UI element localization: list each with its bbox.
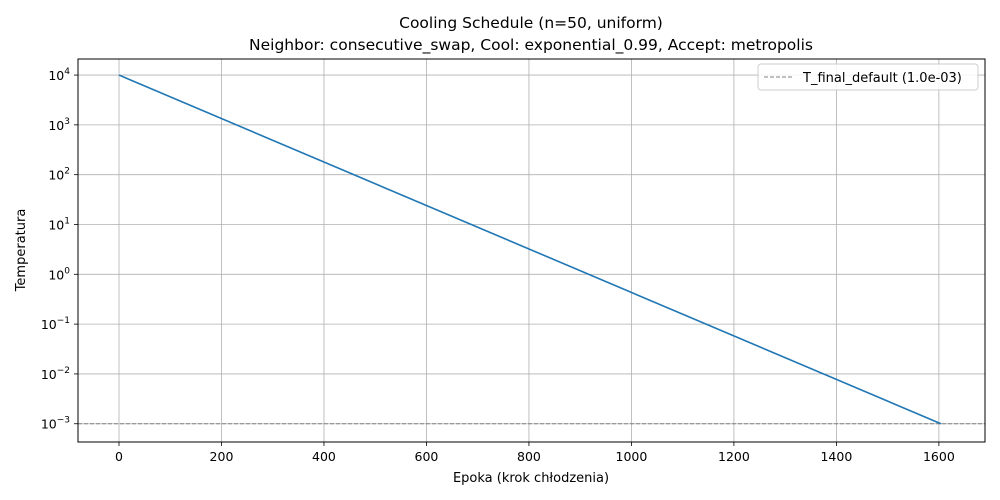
series-group — [118, 74, 942, 425]
y-tick-label: 10−2 — [41, 366, 70, 382]
x-tick-label: 600 — [415, 449, 439, 464]
y-tick-label: 10−3 — [41, 416, 70, 432]
chart-subtitle: Neighbor: consecutive_swap, Cool: expone… — [249, 36, 813, 55]
y-tick-label: 102 — [48, 167, 70, 183]
plot-frame — [77, 58, 986, 443]
x-axis-label: Epoka (krok chłodzenia) — [453, 471, 609, 486]
legend-box — [757, 63, 979, 91]
y-tick-label: 100 — [48, 266, 70, 282]
y-tick-label: 104 — [48, 67, 70, 83]
x-tick-label: 1400 — [820, 449, 852, 464]
x-axis: 0 200 400 600 800 1000 1200 1400 1600 — [115, 442, 955, 464]
y-tick-label: 101 — [48, 216, 70, 232]
x-tick-label: 1200 — [718, 449, 750, 464]
x-tick-label: 200 — [210, 449, 234, 464]
y-axis-label: Temperatura — [14, 209, 29, 293]
x-tick-label: 400 — [312, 449, 336, 464]
x-tick-label: 1600 — [923, 449, 955, 464]
series-line-temperature — [118, 74, 942, 425]
x-tick-label: 1000 — [616, 449, 648, 464]
legend-label-t-final: T_final_default (1.0e-03) — [802, 71, 962, 86]
legend: T_final_default (1.0e-03) — [757, 63, 979, 91]
x-tick-label: 800 — [517, 449, 541, 464]
y-axis: 104 103 102 101 100 10−1 10−2 10−3 — [41, 67, 78, 432]
chart-title: Cooling Schedule (n=50, uniform) — [399, 14, 663, 32]
y-tick-label: 103 — [48, 117, 70, 133]
y-tick-label: 10−1 — [41, 316, 70, 332]
x-tick-label: 0 — [115, 449, 123, 464]
